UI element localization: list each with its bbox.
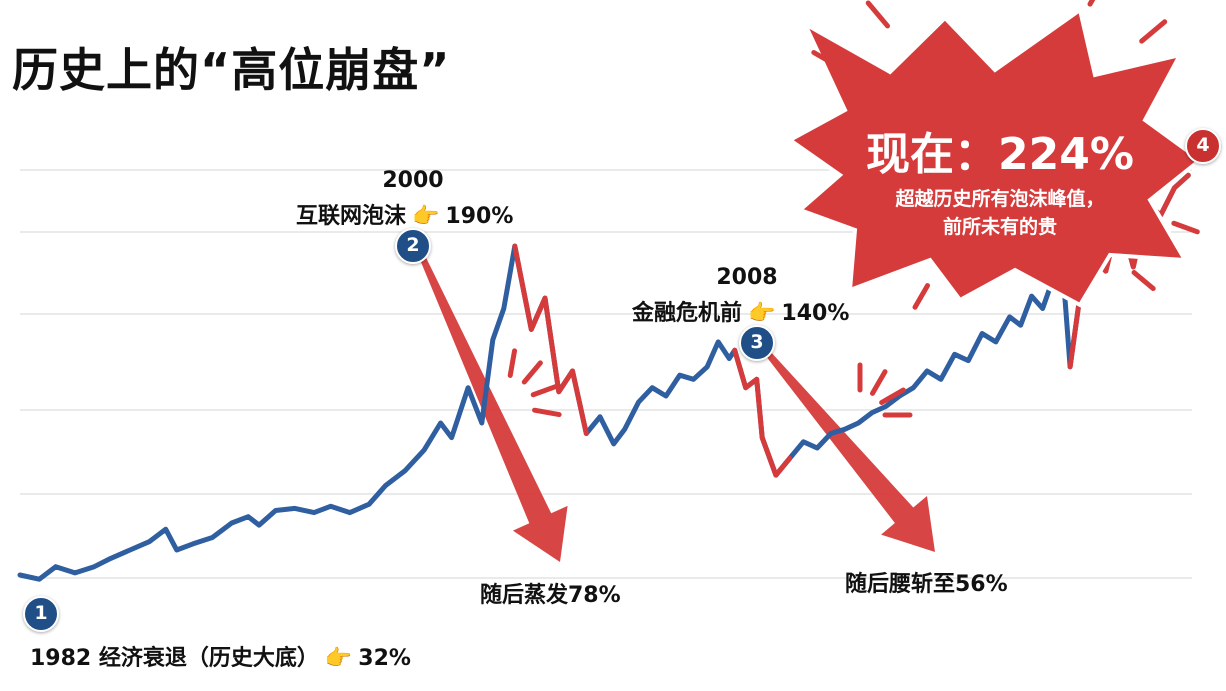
burst-ray (1087, 0, 1096, 7)
annotation-2008-text: 金融危机前 (632, 301, 743, 326)
marker-1: 1 (23, 596, 59, 632)
annotation-2008: 金融危机前 👉 140% (632, 295, 849, 327)
burst-ray (912, 283, 930, 310)
burst-shape (786, 6, 1204, 308)
burst-ray (532, 407, 562, 418)
annotation-2000-value: 190% (445, 204, 514, 229)
burst-callout (507, 0, 1204, 418)
annotation-2008-value: 140% (781, 301, 850, 326)
pointing-hand-icon: 👉 (412, 204, 440, 229)
burst-ray (859, 253, 888, 279)
annotation-2000-year: 2000 (382, 168, 444, 193)
pointing-hand-icon: 👉 (748, 301, 776, 326)
series-main (17, 172, 1191, 582)
burst-ray (1171, 220, 1200, 235)
burst-subtext-1: 超越历史所有泡沫峰值， (895, 188, 1105, 210)
crash-arrow-2008 (762, 348, 935, 552)
annotation-2000-drop: 随后蒸发78% (480, 583, 621, 608)
annotation-2000: 互联网泡沫 👉 190% (296, 198, 513, 230)
annotation-2008-year: 2008 (716, 265, 778, 290)
crash-arrows (417, 250, 935, 563)
annotation-1982-text: 1982 经济衰退（历史大底） (30, 646, 319, 671)
burst-ray (879, 387, 906, 405)
annotation-1982-value: 32% (358, 646, 411, 671)
burst-ray (1131, 269, 1156, 292)
burst-ray (811, 50, 843, 70)
burst-subtext-2: 前所未有的贵 (942, 216, 1057, 238)
burst-headline: 现在：224% (866, 129, 1134, 180)
burst-ray (521, 360, 543, 385)
marker-2: 2 (395, 228, 431, 264)
annotation-1982: 1982 经济衰退（历史大底） 👉 32% (30, 640, 411, 672)
burst-ray (1139, 19, 1168, 44)
series-crash-2000 (512, 243, 589, 436)
marker-4: 4 (1185, 128, 1221, 164)
annotation-2008-drop: 随后腰斩至56% (845, 572, 1008, 597)
burst-ray (507, 348, 518, 378)
burst-ray (865, 0, 891, 29)
burst-rays (507, 0, 1200, 418)
burst-ray (870, 369, 888, 396)
page-title: 历史上的“高位崩盘” (12, 43, 451, 97)
pointing-hand-icon: 👉 (324, 646, 353, 671)
crash-arrow-2000 (417, 250, 568, 563)
annotation-2000-text: 互联网泡沫 (296, 204, 407, 229)
burst-ray (530, 383, 560, 398)
series-crash-2008 (732, 347, 793, 478)
marker-3: 3 (739, 325, 775, 361)
